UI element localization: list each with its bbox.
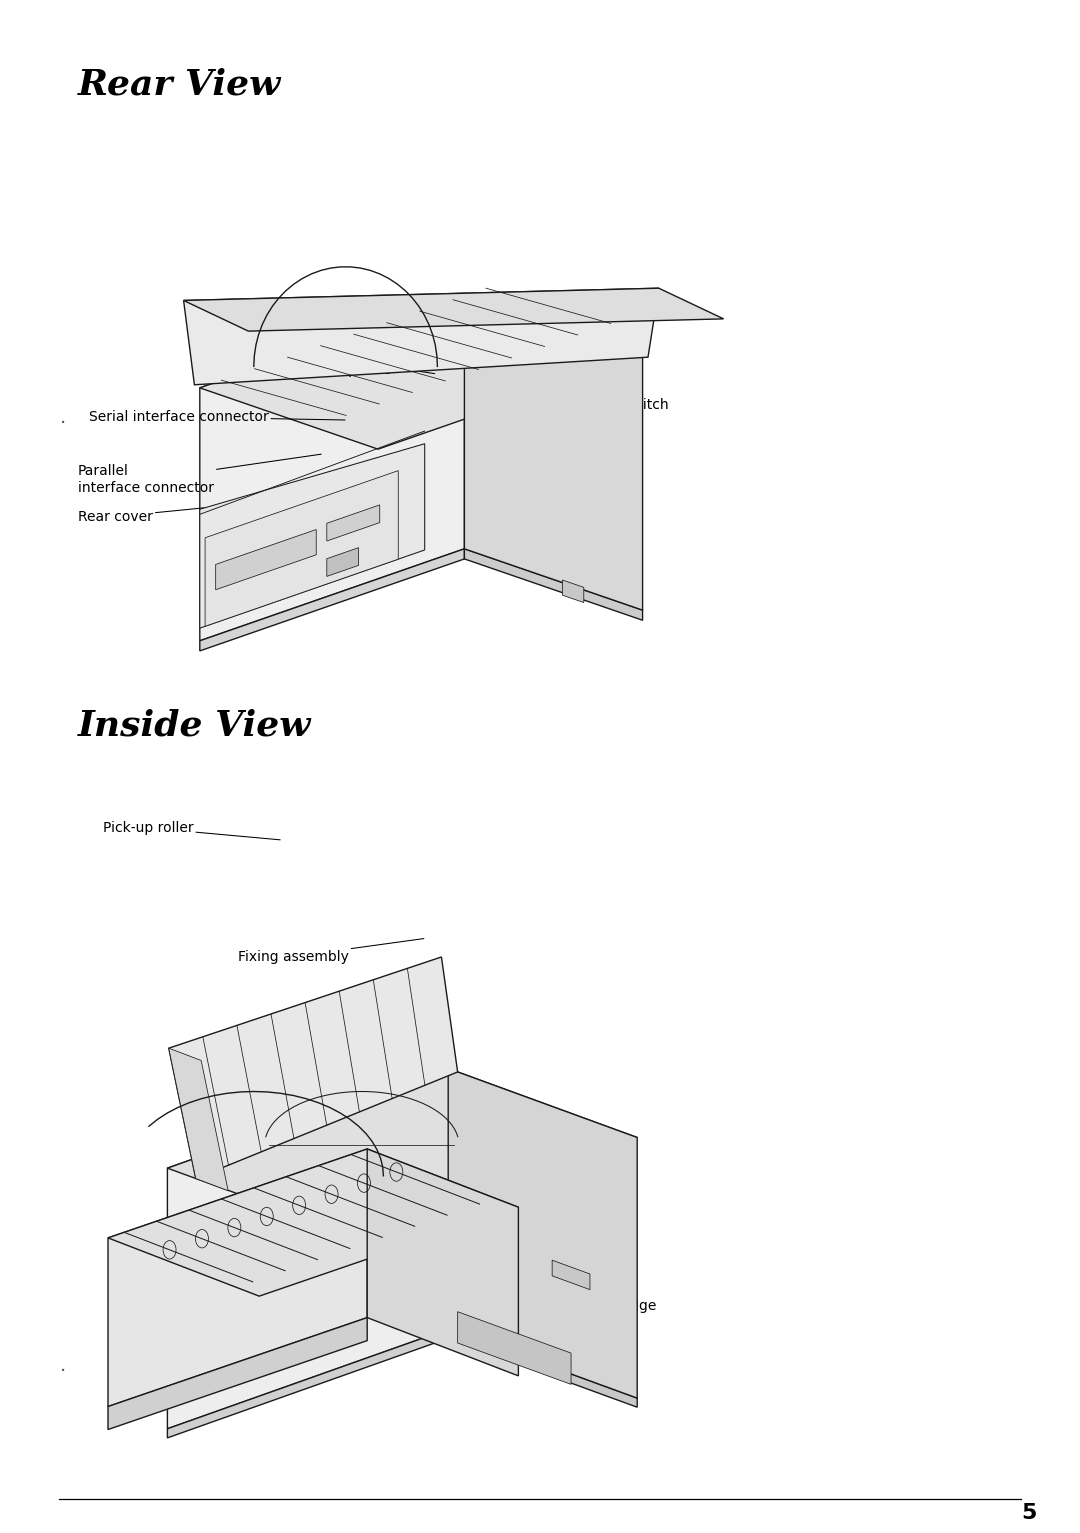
Polygon shape: [200, 549, 464, 652]
Text: ·: ·: [59, 414, 66, 434]
Polygon shape: [168, 1049, 228, 1191]
Polygon shape: [448, 1329, 637, 1407]
Polygon shape: [448, 1069, 637, 1398]
Text: Parallel
interface connector: Parallel interface connector: [78, 454, 321, 495]
Polygon shape: [108, 1150, 518, 1297]
Polygon shape: [200, 296, 643, 449]
Polygon shape: [167, 1329, 448, 1438]
Polygon shape: [205, 471, 399, 627]
Polygon shape: [464, 296, 643, 610]
Polygon shape: [184, 288, 659, 385]
Polygon shape: [552, 1260, 590, 1289]
Polygon shape: [184, 288, 724, 331]
Text: Fixing assembly: Fixing assembly: [238, 938, 423, 964]
Polygon shape: [167, 1069, 637, 1237]
Text: Serial interface connector: Serial interface connector: [89, 409, 345, 425]
Polygon shape: [200, 443, 424, 629]
Text: Inside View: Inside View: [78, 708, 311, 742]
Polygon shape: [200, 296, 464, 641]
Text: Rear cover: Rear cover: [78, 495, 329, 524]
Text: Power
receptacle: Power receptacle: [319, 346, 434, 377]
Polygon shape: [464, 549, 643, 621]
Text: Toner cartridge: Toner cartridge: [551, 1256, 657, 1314]
Polygon shape: [367, 1150, 518, 1377]
Polygon shape: [458, 1312, 571, 1384]
Polygon shape: [168, 957, 458, 1179]
Polygon shape: [108, 1150, 367, 1407]
Polygon shape: [563, 579, 584, 602]
Text: Power switch: Power switch: [578, 397, 669, 429]
Polygon shape: [327, 504, 380, 541]
Text: 5: 5: [1022, 1502, 1037, 1524]
Text: Pick-up roller: Pick-up roller: [103, 820, 280, 840]
Text: ·: ·: [59, 1361, 66, 1381]
Text: Rear View: Rear View: [78, 67, 281, 101]
Polygon shape: [327, 547, 359, 576]
Polygon shape: [216, 529, 316, 590]
Polygon shape: [167, 1069, 448, 1429]
Polygon shape: [108, 1317, 367, 1429]
